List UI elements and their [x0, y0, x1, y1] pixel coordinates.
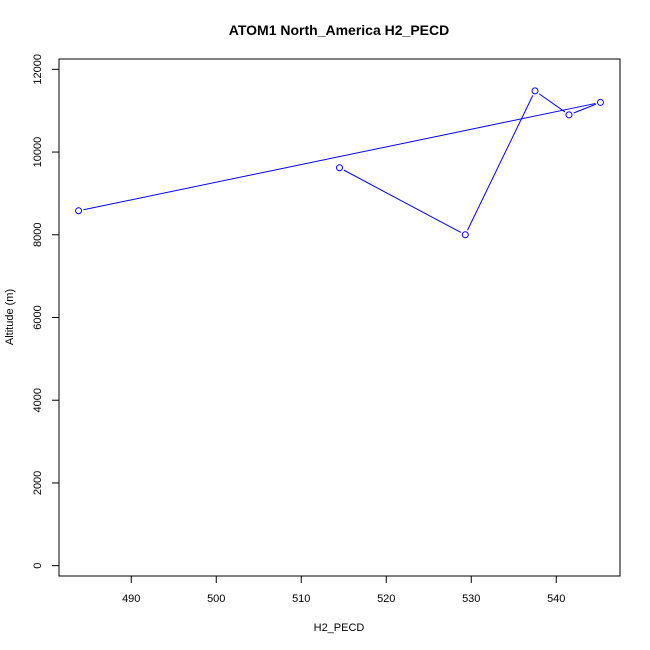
- data-point: [596, 98, 604, 106]
- plot-frame: [58, 58, 621, 577]
- y-tick-label: 8000: [32, 223, 44, 247]
- series-segment: [343, 169, 462, 233]
- x-tick-label: 540: [547, 593, 565, 605]
- data-point: [565, 111, 573, 119]
- data-point: [531, 87, 539, 95]
- x-tick-label: 490: [122, 593, 140, 605]
- y-tick-label: 12000: [32, 54, 44, 85]
- chart-title: ATOM1 North_America H2_PECD: [229, 22, 449, 38]
- y-tick-label: 2000: [32, 471, 44, 495]
- series-segment: [538, 93, 566, 113]
- x-tick-label: 500: [207, 593, 225, 605]
- x-tick-label: 520: [377, 593, 395, 605]
- series-segment: [573, 103, 596, 114]
- series-layer: [75, 87, 604, 239]
- y-axis-label: Altitude (m): [4, 289, 16, 345]
- series-segment: [467, 95, 534, 231]
- y-axis: 0 2000 4000 6000 8000 10000 12000: [32, 54, 59, 569]
- y-tick-label: 0: [32, 563, 44, 569]
- series-segment: [83, 102, 596, 211]
- x-tick-label: 510: [292, 593, 310, 605]
- y-tick-label: 10000: [32, 137, 44, 168]
- y-tick-label: 4000: [32, 388, 44, 412]
- x-axis: 490 500 510 520 530 540: [122, 576, 565, 605]
- data-point: [461, 231, 469, 239]
- data-point: [75, 207, 83, 215]
- y-tick-label: 6000: [32, 305, 44, 329]
- x-tick-label: 530: [462, 593, 480, 605]
- data-point: [336, 164, 343, 172]
- x-axis-label: H2_PECD: [314, 622, 365, 634]
